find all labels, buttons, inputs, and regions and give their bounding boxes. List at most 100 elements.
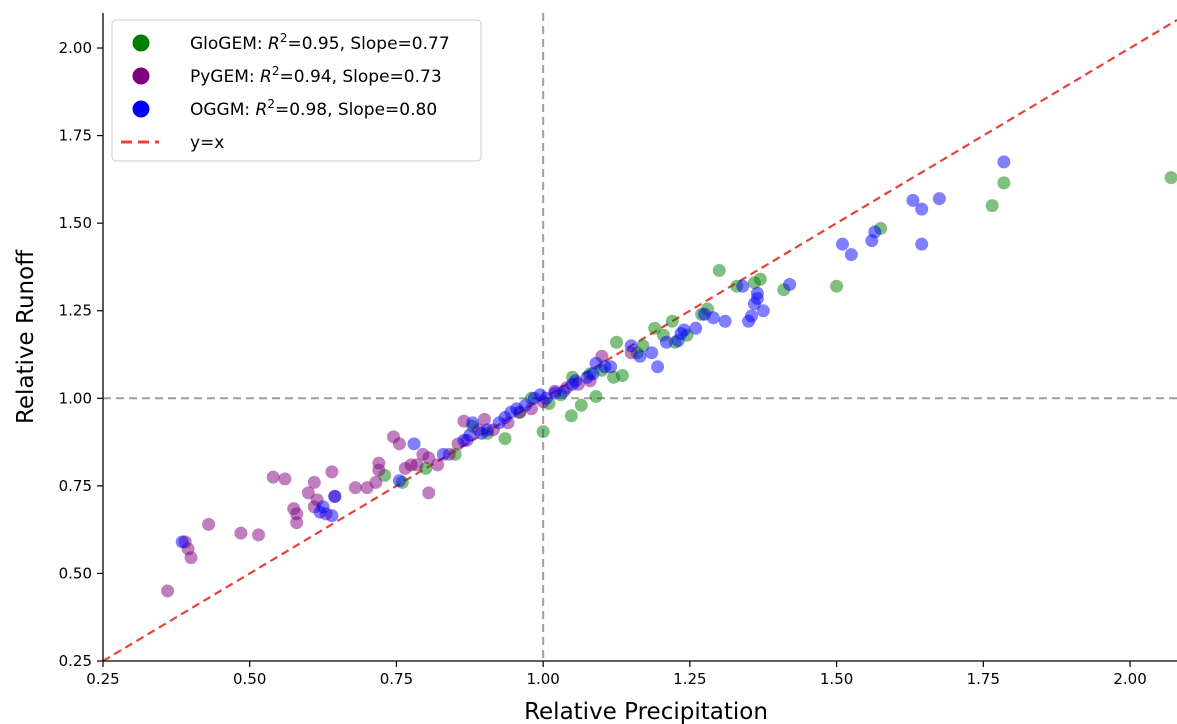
pygem-point <box>161 584 175 598</box>
glogem-point <box>536 425 550 439</box>
glogem-point <box>712 263 726 277</box>
oggm-point <box>651 360 665 374</box>
x-tick-label: 0.25 <box>86 670 119 688</box>
axes <box>102 13 1177 662</box>
glogem-point <box>648 321 662 335</box>
scatter-points <box>161 155 1177 598</box>
x-axis-title: Relative Precipitation <box>524 699 768 724</box>
oggm-point <box>480 423 494 437</box>
oggm-point <box>750 286 764 300</box>
pygem-point <box>278 472 292 486</box>
oggm-point <box>706 311 720 325</box>
oggm-point <box>915 202 929 216</box>
y-tick-label: 0.25 <box>59 652 92 670</box>
pygem-point <box>431 458 445 472</box>
oggm-point <box>932 192 946 206</box>
x-tick-label: 2.00 <box>1113 670 1146 688</box>
oggm-point <box>677 323 691 337</box>
pygem-point <box>422 486 436 500</box>
x-tick-label: 0.75 <box>380 670 413 688</box>
y-tick-label: 1.75 <box>59 127 92 145</box>
oggm-point <box>325 509 339 523</box>
oggm-point <box>835 237 849 251</box>
oggm-point <box>645 346 659 360</box>
legend-label: OGGM: R2=0.98, Slope=0.80 <box>190 97 437 120</box>
legend-box <box>111 19 482 162</box>
x-tick-label: 1.75 <box>967 670 1000 688</box>
oggm-point <box>906 193 920 207</box>
x-axis-ticks: 0.25 0.50 0.75 1.00 1.25 1.50 1.75 2.00 <box>86 661 1147 688</box>
oggm-point <box>844 248 858 262</box>
oggm-point <box>659 335 673 349</box>
x-tick-label: 1.25 <box>673 670 706 688</box>
pygem-point <box>307 475 321 489</box>
x-tick-label: 1.50 <box>820 670 853 688</box>
y-axis-title: Relative Runoff <box>13 249 39 424</box>
oggm-point <box>463 428 477 442</box>
y-tick-label: 2.00 <box>59 39 92 57</box>
glogem-point <box>498 432 512 446</box>
pygem-point <box>252 528 266 542</box>
glogem-point <box>997 176 1011 190</box>
glogem-point <box>747 276 761 290</box>
oggm-point <box>915 237 929 251</box>
glogem-point <box>1164 171 1177 185</box>
legend-label: y=x <box>190 133 224 153</box>
legend-marker <box>132 100 150 118</box>
oggm-point <box>392 474 406 488</box>
glogem-point <box>985 199 999 213</box>
glogem-point <box>574 398 588 412</box>
y-tick-label: 1.00 <box>59 389 92 407</box>
oggm-point <box>756 304 770 318</box>
pygem-point <box>184 551 198 565</box>
oggm-point <box>633 349 647 363</box>
pygem-point <box>290 507 304 521</box>
pygem-point <box>301 486 315 500</box>
pygem-point <box>392 437 406 451</box>
oggm-point <box>328 489 342 503</box>
y-tick-label: 0.75 <box>59 477 92 495</box>
oggm-point <box>175 535 189 549</box>
oggm-point <box>557 384 571 398</box>
oggm-point <box>745 309 759 323</box>
pygem-point <box>369 475 383 489</box>
oggm-point <box>436 447 450 461</box>
oggm-point <box>316 500 330 514</box>
x-tick-label: 0.50 <box>233 670 266 688</box>
pygem-point <box>325 465 339 479</box>
oggm-point <box>689 321 703 335</box>
pygem-point <box>410 458 424 472</box>
pygem-point <box>202 517 216 531</box>
y-tick-label: 0.50 <box>59 564 92 582</box>
y-tick-label: 1.25 <box>59 302 92 320</box>
pygem-point <box>422 451 436 465</box>
glogem-point <box>830 279 844 293</box>
glogem-point <box>607 370 621 384</box>
oggm-point <box>783 277 797 291</box>
glogem-point <box>564 409 578 423</box>
pygem-point <box>348 481 362 495</box>
pygem-point <box>477 412 491 426</box>
pygem-point <box>266 470 280 484</box>
oggm-point <box>568 374 582 388</box>
oggm-point <box>868 225 882 239</box>
oggm-point <box>407 437 421 451</box>
oggm-point <box>997 155 1011 169</box>
pygem-point <box>372 463 386 477</box>
oggm-point <box>586 367 600 381</box>
y-tick-label: 1.50 <box>59 214 92 232</box>
oggm-point <box>736 279 750 293</box>
oggm-point <box>718 314 732 328</box>
legend-label: GloGEM: R2=0.95, Slope=0.77 <box>190 31 450 54</box>
legend-label: PyGEM: R2=0.94, Slope=0.73 <box>190 64 442 87</box>
oggm-point <box>466 416 480 430</box>
oggm-point <box>519 398 533 412</box>
pygem-point <box>234 526 248 540</box>
glogem-point <box>589 390 603 404</box>
legend-marker <box>132 34 150 52</box>
glogem-point <box>610 335 624 349</box>
legend-marker <box>132 67 150 85</box>
glogem-point <box>665 314 679 328</box>
oggm-point <box>604 360 618 374</box>
